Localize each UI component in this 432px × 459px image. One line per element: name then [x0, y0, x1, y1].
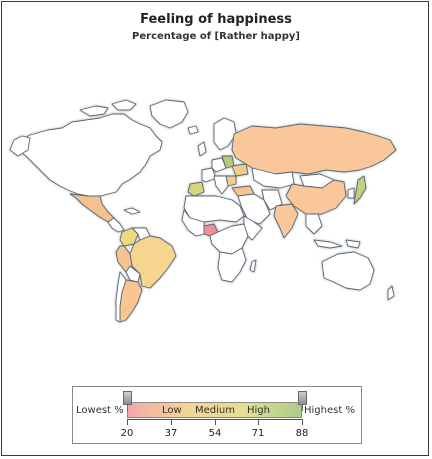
country-australia[interactable]	[321, 251, 375, 291]
country-iceland[interactable]	[187, 125, 199, 135]
country-mexico[interactable]	[69, 193, 115, 223]
country-southeast-asia[interactable]	[305, 213, 323, 235]
country-italy-balkans[interactable]	[213, 175, 229, 195]
map-title: Feeling of happiness	[140, 12, 292, 27]
legend-tick-label: 88	[295, 428, 309, 439]
country-alaska[interactable]	[9, 135, 31, 157]
country-usa-canada[interactable]	[17, 113, 163, 197]
country-japan[interactable]	[353, 175, 367, 205]
legend-tick-label: 37	[164, 428, 178, 439]
country-indonesia[interactable]	[313, 239, 361, 249]
legend-band-low: Low	[162, 405, 182, 416]
legend-tick-label: 71	[251, 428, 265, 439]
country-middle-east[interactable]	[237, 193, 271, 225]
country-madagascar[interactable]	[249, 259, 257, 273]
legend-tick-mark	[302, 419, 303, 425]
country-india[interactable]	[273, 203, 299, 239]
country-uk[interactable]	[197, 141, 207, 157]
legend-tick-mark	[127, 419, 128, 425]
arctic-islands[interactable]	[79, 99, 137, 117]
country-russia[interactable]	[231, 123, 397, 175]
country-kazakhstan[interactable]	[251, 167, 295, 189]
country-france[interactable]	[201, 167, 217, 183]
country-new-zealand[interactable]	[387, 285, 395, 301]
country-germany-central[interactable]	[211, 157, 227, 173]
country-scandinavia[interactable]	[213, 117, 237, 151]
country-north-africa[interactable]	[183, 195, 245, 223]
legend-tick-mark	[171, 419, 172, 425]
legend-tick-mark	[258, 419, 259, 425]
legend-tick-label: 54	[208, 428, 222, 439]
legend-tick-label: 20	[120, 428, 134, 439]
country-south-africa-region[interactable]	[217, 247, 247, 283]
country-chile[interactable]	[115, 271, 127, 323]
legend-axis	[127, 419, 302, 420]
country-west-africa[interactable]	[181, 209, 205, 237]
legend-handle-low[interactable]	[123, 391, 132, 411]
legend-tick-mark	[215, 419, 216, 425]
legend-lowest-label: Lowest %	[76, 405, 124, 416]
country-central-africa[interactable]	[209, 223, 249, 255]
map-subtitle: Percentage of [Rather happy]	[132, 31, 300, 42]
country-horn-africa[interactable]	[243, 215, 263, 241]
caribbean-islands[interactable]	[123, 207, 141, 215]
country-ukraine[interactable]	[231, 163, 249, 177]
legend-handle-high[interactable]	[298, 391, 307, 411]
country-greenland[interactable]	[149, 99, 189, 129]
country-korea[interactable]	[347, 187, 355, 199]
country-spain[interactable]	[187, 181, 205, 197]
country-central-america[interactable]	[107, 217, 125, 233]
legend-highest-label: Highest %	[304, 405, 355, 416]
legend-band-high: High	[247, 405, 270, 416]
legend-band-medium: Medium	[195, 405, 235, 416]
